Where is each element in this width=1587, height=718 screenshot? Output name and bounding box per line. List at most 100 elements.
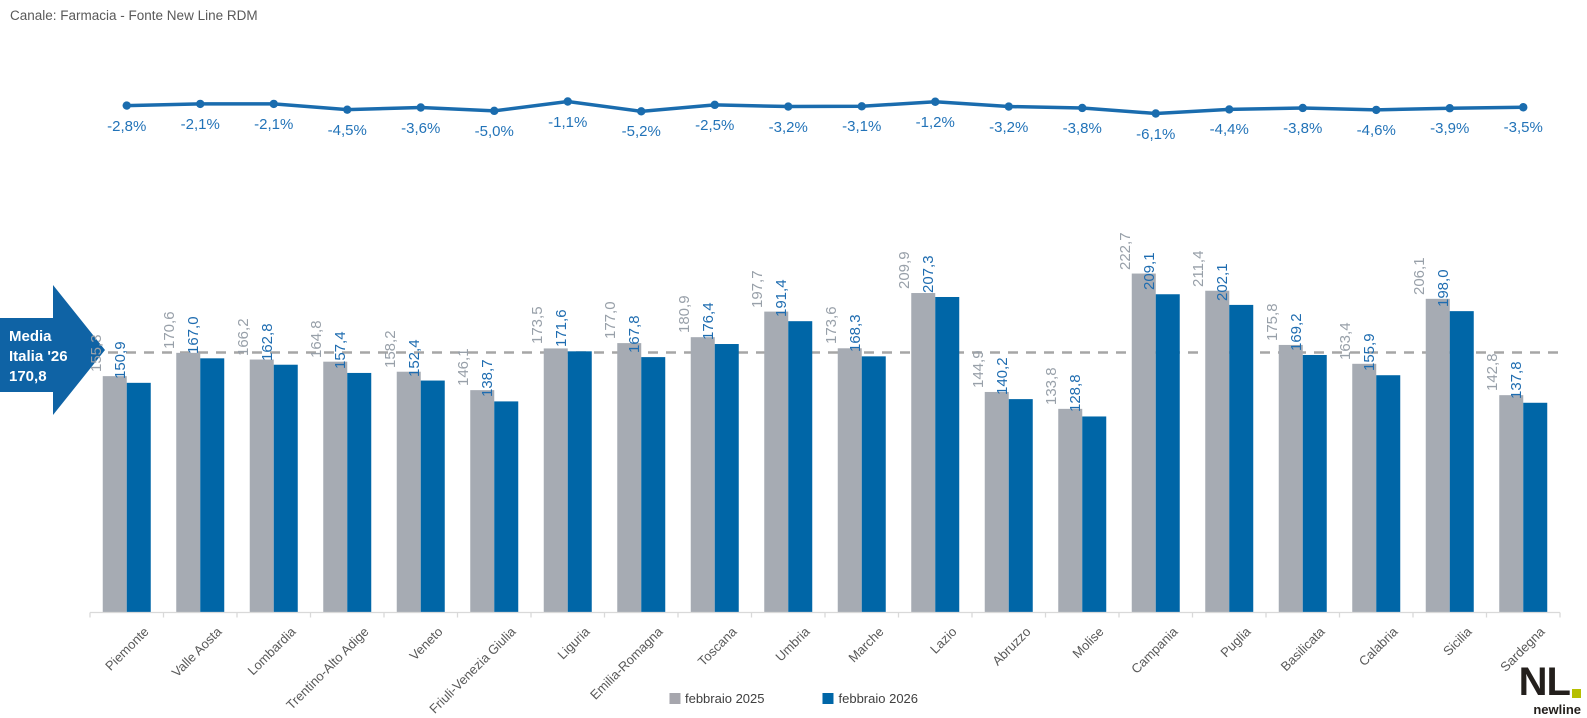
pct-change-marker bbox=[1445, 104, 1454, 113]
bar-value-label-feb2025: 175,8 bbox=[1263, 303, 1281, 341]
bar-feb2025 bbox=[911, 293, 936, 613]
bar-value-label-feb2026: 137,8 bbox=[1508, 361, 1526, 399]
bar-value-label-feb2025: 155,3 bbox=[87, 334, 105, 373]
pct-change-label: -4,5% bbox=[327, 121, 367, 139]
bar-feb2026 bbox=[273, 364, 298, 613]
bar-value-label-feb2026: 155,9 bbox=[1361, 333, 1379, 372]
bar-feb2026 bbox=[1302, 354, 1327, 613]
pct-change-marker bbox=[1519, 103, 1528, 112]
bar-feb2025 bbox=[102, 376, 127, 613]
bar-feb2026 bbox=[1082, 416, 1107, 613]
bar-feb2026 bbox=[788, 321, 813, 613]
pct-change-label: -4,6% bbox=[1356, 121, 1396, 139]
pct-change-label: -2,1% bbox=[254, 115, 294, 133]
bar-feb2025 bbox=[1058, 408, 1083, 613]
media-callout-value: 170,8 bbox=[9, 368, 47, 385]
pct-change-marker bbox=[343, 105, 352, 114]
bar-value-label-feb2025: 133,8 bbox=[1043, 367, 1061, 405]
bar-feb2025 bbox=[249, 359, 274, 613]
bar-value-label-feb2026: 207,3 bbox=[920, 255, 938, 293]
bar-feb2025 bbox=[1131, 273, 1156, 613]
bar-value-label-feb2026: 167,8 bbox=[626, 315, 644, 354]
bar-value-label-feb2026: 167,0 bbox=[185, 316, 203, 355]
legend-label-feb2026: febbraio 2026 bbox=[838, 691, 919, 706]
pct-change-marker bbox=[196, 99, 205, 109]
bar-value-label-feb2025: 180,9 bbox=[675, 295, 693, 334]
pct-change-label: -3,1% bbox=[842, 118, 882, 136]
bar-value-label-feb2026: 138,7 bbox=[479, 359, 497, 398]
bar-feb2026 bbox=[1449, 311, 1474, 613]
bar-feb2025 bbox=[543, 348, 568, 613]
pct-change-label: -3,9% bbox=[1430, 120, 1470, 138]
legend-item-feb2026: febbraio 2026 bbox=[822, 691, 919, 706]
bar-feb2025 bbox=[470, 390, 495, 613]
pct-change-marker bbox=[1004, 102, 1013, 111]
pct-change-marker bbox=[1225, 105, 1234, 114]
bar-feb2026 bbox=[1155, 294, 1180, 613]
pct-change-label: -6,1% bbox=[1136, 125, 1176, 143]
pct-change-label: -3,6% bbox=[401, 119, 441, 137]
bar-value-label-feb2025: 144,9 bbox=[969, 350, 987, 388]
bar-feb2026 bbox=[494, 401, 519, 613]
legend-item-feb2025: febbraio 2025 bbox=[668, 691, 765, 706]
bar-feb2026 bbox=[1008, 399, 1033, 613]
pct-change-line bbox=[126, 99, 1524, 116]
bar-value-label-feb2026: 157,4 bbox=[332, 331, 350, 369]
pct-change-label: -2,1% bbox=[180, 115, 220, 133]
bar-feb2026 bbox=[567, 351, 592, 613]
media-callout-line1: Media bbox=[9, 328, 52, 345]
bar-feb2026 bbox=[126, 382, 151, 613]
bar-feb2025 bbox=[1205, 290, 1230, 613]
legend-swatch-feb2025 bbox=[668, 693, 680, 704]
bar-value-label-feb2025: 177,0 bbox=[602, 301, 620, 340]
bar-value-label-feb2025: 211,4 bbox=[1190, 250, 1208, 287]
pct-change-label: -1,2% bbox=[915, 113, 955, 131]
media-callout-line2: Italia '26 bbox=[9, 348, 68, 365]
bar-feb2025 bbox=[690, 337, 715, 613]
pct-change-marker bbox=[1151, 109, 1160, 118]
bar-value-label-feb2025: 166,2 bbox=[234, 317, 252, 356]
pct-change-label: -5,2% bbox=[621, 123, 661, 141]
pct-change-marker bbox=[1298, 103, 1307, 113]
logo-dot-icon bbox=[1572, 689, 1581, 698]
bar-value-label-feb2026: 191,4 bbox=[773, 279, 791, 318]
bar-value-label-feb2025: 209,9 bbox=[896, 251, 914, 290]
bar-value-label-feb2025: 170,6 bbox=[161, 311, 179, 349]
bar-value-label-feb2025: 146,1 bbox=[455, 348, 473, 387]
pct-change-marker bbox=[1078, 103, 1087, 113]
pct-change-label: -3,2% bbox=[989, 118, 1029, 136]
pct-change-label: -5,0% bbox=[474, 122, 514, 140]
bar-feb2026 bbox=[1376, 375, 1401, 613]
bar-value-label-feb2026: 168,3 bbox=[846, 314, 864, 353]
bar-feb2025 bbox=[1352, 363, 1377, 613]
pct-change-label: -3,8% bbox=[1062, 119, 1102, 137]
bar-value-label-feb2026: 176,4 bbox=[699, 302, 717, 341]
legend: febbraio 2025 febbraio 2026 bbox=[668, 691, 919, 706]
bar-feb2025 bbox=[1425, 298, 1450, 613]
bar-feb2026 bbox=[1229, 304, 1254, 613]
pct-change-marker bbox=[710, 100, 719, 110]
bar-value-label-feb2025: 158,2 bbox=[381, 330, 399, 368]
bar-value-label-feb2025: 197,7 bbox=[749, 270, 767, 308]
pct-change-marker bbox=[784, 102, 793, 111]
legend-label-feb2025: febbraio 2025 bbox=[684, 691, 765, 706]
bar-feb2025 bbox=[1499, 395, 1524, 613]
bar-feb2026 bbox=[641, 357, 666, 613]
newline-logo: NL newline bbox=[1519, 662, 1581, 716]
bar-value-label-feb2026: 152,4 bbox=[405, 339, 423, 377]
bar-value-label-feb2025: 164,8 bbox=[308, 320, 326, 358]
pct-change-label: -2,8% bbox=[107, 117, 147, 135]
pct-change-marker bbox=[416, 103, 425, 112]
media-arrow-shape bbox=[0, 285, 105, 415]
media-average-callout: Media Italia '26 170,8 bbox=[9, 327, 68, 387]
pct-change-marker bbox=[269, 99, 278, 109]
bar-feb2026 bbox=[935, 296, 960, 613]
pct-change-label: -4,4% bbox=[1209, 121, 1249, 139]
bar-value-label-feb2026: 140,2 bbox=[993, 357, 1011, 396]
bar-feb2025 bbox=[764, 311, 789, 613]
bar-value-label-feb2026: 128,8 bbox=[1067, 374, 1085, 413]
bar-feb2025 bbox=[1278, 344, 1303, 613]
bar-feb2026 bbox=[714, 344, 739, 613]
bar-value-label-feb2026: 162,8 bbox=[258, 323, 276, 361]
